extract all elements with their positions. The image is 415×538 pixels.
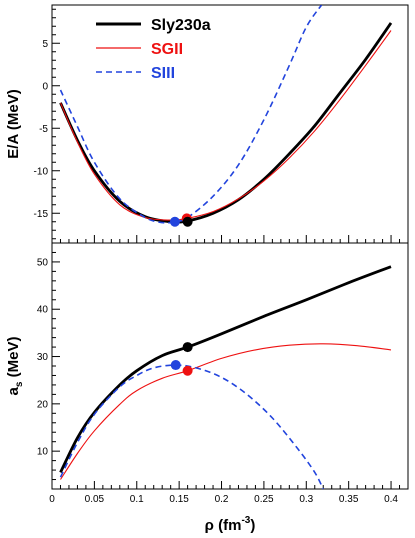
bottom-y-axis-title: as (MeV) [5, 337, 25, 396]
x-tick-label: 0.05 [85, 494, 105, 505]
legend-label-siii: SIII [151, 65, 175, 82]
y-tick-label: 50 [37, 257, 49, 268]
top-y-axis-title: E/A (MeV) [5, 89, 22, 158]
bottom-y-axis-main: a [5, 386, 22, 395]
series-line-sgii [59, 30, 392, 221]
bottom-series [59, 265, 392, 489]
y-tick-label: 20 [37, 399, 49, 410]
series-line-siii [59, 5, 323, 224]
y-tick-label: 10 [37, 447, 49, 458]
bottom-saturation-points [170, 342, 193, 376]
legend-label-sly230a: Sly230a [151, 17, 211, 34]
bottom-y-ticks: 10 20 30 40 50 [37, 242, 60, 490]
bottom-x-ticks: 0 0.05 0.1 0.15 0.2 0.25 0.3 0.35 0.4 [49, 481, 409, 505]
legend-label-sgii: SGII [151, 41, 183, 58]
x-tick-label: 0.35 [339, 494, 359, 505]
saturation-point-siii [169, 216, 180, 227]
x-axis-main: ρ (fm [205, 517, 242, 534]
x-tick-label: 0 [49, 494, 55, 505]
x-tick-label: 0.1 [130, 494, 144, 505]
top-y-ticks: -15 -10 -5 0 5 [34, 8, 60, 240]
y-tick-label: 5 [42, 39, 48, 50]
x-tick-label: 0.2 [215, 494, 229, 505]
saturation-point-sly [182, 216, 193, 227]
x-tick-label: 0.3 [299, 494, 313, 505]
bottom-y-axis-sub: s [14, 381, 25, 387]
y-tick-label: -5 [39, 124, 48, 135]
energy-per-nucleon-panel: -15 -10 -5 0 5 E/A (MeV) Sly230a SGII SIII [5, 4, 409, 244]
saturation-point-siii [170, 360, 181, 371]
saturation-point-sgii [182, 365, 193, 376]
y-tick-label: 40 [37, 305, 49, 316]
x-tick-label: 0.25 [254, 494, 274, 505]
top-saturation-points [169, 213, 193, 227]
y-tick-label: -10 [34, 166, 49, 177]
series-line-sly [59, 265, 392, 474]
x-axis-title: ρ (fm-3) [205, 515, 256, 534]
series-line-sly [59, 22, 393, 224]
y-tick-label: 0 [42, 81, 48, 92]
y-tick-label: 30 [37, 352, 49, 363]
x-tick-label: 0.15 [169, 494, 189, 505]
y-tick-label: -15 [34, 209, 49, 220]
bottom-y-axis-unit: (MeV) [5, 337, 22, 382]
legend: Sly230a SGII SIII [96, 17, 211, 82]
top-x-ticks [51, 235, 409, 243]
x-tick-label: 0.4 [384, 494, 398, 505]
series-line-siii [59, 364, 324, 489]
x-axis-sup: -3 [241, 515, 250, 526]
saturation-point-sly [182, 342, 193, 353]
top-series [59, 5, 393, 224]
x-axis-unit: ) [250, 517, 255, 534]
top-plot-frame [51, 4, 409, 244]
symmetry-energy-panel: 10 20 30 40 50 0 0.05 0.1 0.15 0.2 0.25 0.3 0.35 0.4… [5, 242, 409, 534]
series-line-sgii [60, 343, 392, 480]
